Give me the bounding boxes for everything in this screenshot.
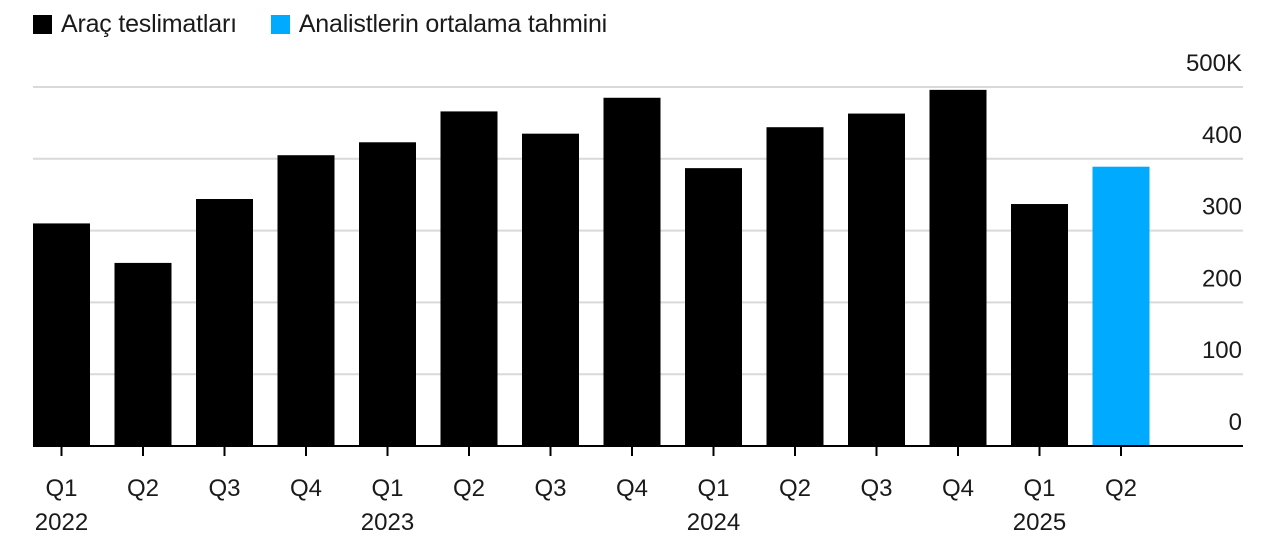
chart-legend: Araç teslimatları Analistlerin ortalama … [33, 10, 641, 39]
bar [359, 142, 416, 446]
bar [522, 133, 579, 447]
x-tick-label: Q1 [1023, 475, 1055, 502]
legend-label-deliveries: Araç teslimatları [61, 10, 237, 38]
x-tick-label: Q4 [616, 475, 648, 502]
bar [440, 111, 498, 447]
legend-swatch-deliveries [33, 15, 52, 34]
x-tick-label: Q2 [127, 475, 159, 502]
x-tick-label: Q4 [942, 475, 974, 502]
bar [1092, 166, 1150, 446]
x-tick-label: Q2 [453, 475, 485, 502]
legend-label-estimate: Analistlerin ortalama tahmini [298, 10, 608, 38]
bar [603, 97, 661, 447]
x-tick-label: Q3 [208, 475, 240, 502]
x-tick-label: Q4 [290, 475, 322, 502]
x-tick-label: Q2 [1105, 475, 1137, 502]
y-tick-label: 300 [1202, 194, 1242, 221]
y-tick-label: 400 [1202, 122, 1242, 149]
y-tick-label: 500K [1186, 50, 1242, 77]
legend-swatch-estimate [270, 15, 290, 34]
bar [766, 127, 824, 446]
bar [114, 262, 172, 446]
x-tick-label: Q1 [45, 475, 77, 502]
bar [277, 155, 335, 446]
bar [685, 168, 742, 446]
bar [848, 113, 905, 446]
x-year-label: 2023 [361, 509, 414, 536]
x-year-label: 2025 [1013, 509, 1066, 536]
y-tick-label: 200 [1202, 265, 1242, 292]
x-tick-label: Q2 [779, 475, 811, 502]
bar [1011, 204, 1068, 446]
legend-item-estimate: Analistlerin ortalama tahmini [270, 10, 608, 39]
bar [929, 89, 987, 446]
bar [33, 223, 90, 446]
y-tick-label: 0 [1229, 409, 1242, 436]
bar [196, 199, 253, 446]
x-year-label: 2024 [687, 509, 740, 536]
x-tick-label: Q1 [697, 475, 729, 502]
x-year-label: 2022 [35, 509, 88, 536]
x-tick-label: Q3 [860, 475, 892, 502]
x-tick-label: Q1 [371, 475, 403, 502]
legend-item-deliveries: Araç teslimatları [33, 10, 237, 39]
x-tick-label: Q3 [534, 475, 566, 502]
y-tick-label: 100 [1202, 337, 1242, 364]
